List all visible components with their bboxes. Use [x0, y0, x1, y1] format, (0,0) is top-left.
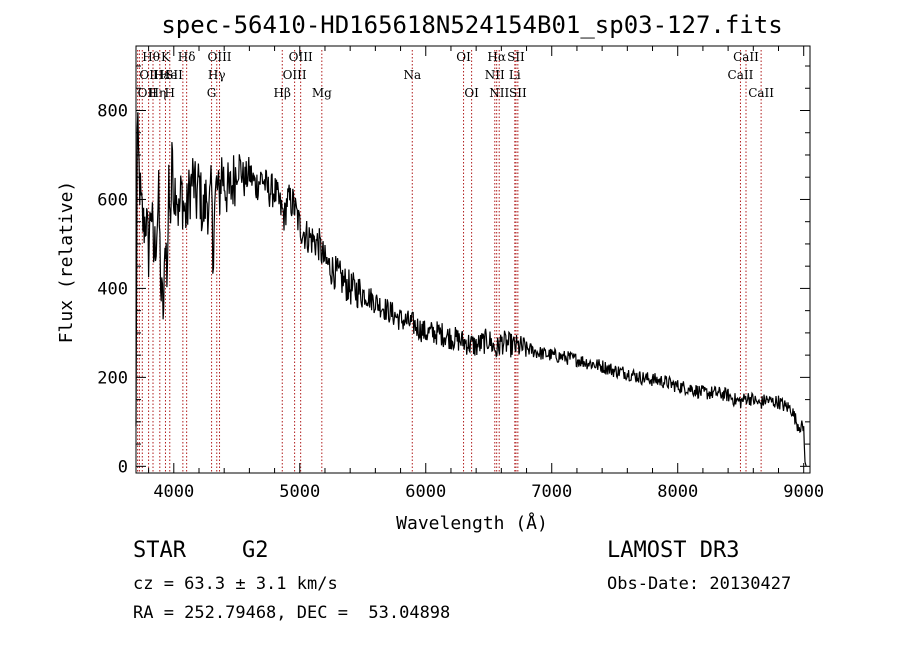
- line-label-4: Hε: [153, 68, 170, 82]
- survey-name: LAMOST DR3: [607, 538, 740, 563]
- y-axis-label: Flux (relative): [56, 181, 77, 344]
- line-label-23: Li: [509, 68, 521, 82]
- line-label-3: Hη: [149, 86, 167, 100]
- line-label-25: SII: [509, 86, 527, 100]
- line-label-1: OII: [139, 68, 159, 82]
- x-axis-label: Wavelength (Å): [396, 512, 548, 534]
- line-label-18: OI: [456, 50, 471, 64]
- object-subclass: G2: [242, 538, 269, 563]
- plot-frame: [135, 45, 811, 474]
- line-label-12: OIII: [207, 50, 231, 64]
- y-tick-label-800: 800: [97, 101, 128, 121]
- spectral-line-markers: [137, 50, 762, 473]
- line-label-15: OIII: [289, 50, 313, 64]
- line-label-9: Hδ: [178, 50, 196, 64]
- x-tick-label-7000: 7000: [531, 482, 572, 502]
- spectrum-line: [135, 112, 807, 467]
- line-label-5: He: [160, 68, 178, 82]
- x-axis-ticks: 4000 5000 6000 7000 8000 9000: [148, 46, 824, 502]
- chart-title: spec-56410-HD165618N524154B01_sp03-127.f…: [161, 11, 782, 39]
- line-label-21: Hα: [487, 50, 506, 64]
- object-class: STAR: [133, 538, 186, 563]
- line-label-8: SII: [165, 68, 183, 82]
- line-label-24: SII: [507, 50, 525, 64]
- line-label-17: Na: [403, 68, 421, 82]
- line-label-0: OII: [138, 86, 158, 100]
- y-axis-ticks: 0 200 400 600 800: [97, 65, 810, 477]
- y-tick-label-0: 0: [118, 457, 128, 477]
- line-label-19: OI: [464, 86, 479, 100]
- line-label-28: CaII: [748, 86, 774, 100]
- line-label-22: NII: [489, 86, 509, 100]
- line-label-7: H: [165, 86, 175, 100]
- x-tick-label-9000: 9000: [783, 482, 824, 502]
- x-tick-label-6000: 6000: [405, 482, 446, 502]
- line-label-10: G: [207, 86, 217, 100]
- y-tick-label-600: 600: [97, 190, 128, 210]
- x-tick-label-4000: 4000: [153, 482, 194, 502]
- x-tick-label-8000: 8000: [657, 482, 698, 502]
- line-label-14: OIII: [283, 68, 307, 82]
- line-label-26: CaII: [728, 68, 754, 82]
- observation-date: Obs-Date: 20130427: [607, 574, 792, 594]
- y-tick-label-200: 200: [97, 368, 128, 388]
- line-label-27: CaII: [733, 50, 759, 64]
- line-label-16: Mg: [312, 86, 332, 100]
- y-tick-label-400: 400: [97, 279, 128, 299]
- coordinates: RA = 252.79468, DEC = 53.04898: [133, 603, 451, 623]
- line-label-13: Hβ: [274, 86, 291, 100]
- line-label-2: Hθ: [142, 50, 160, 64]
- line-label-11: Hγ: [208, 68, 226, 82]
- x-tick-label-5000: 5000: [279, 482, 320, 502]
- line-label-6: K: [161, 50, 171, 64]
- redshift-value: cz = 63.3 ± 3.1 km/s: [133, 574, 338, 594]
- line-label-20: NII: [485, 68, 505, 82]
